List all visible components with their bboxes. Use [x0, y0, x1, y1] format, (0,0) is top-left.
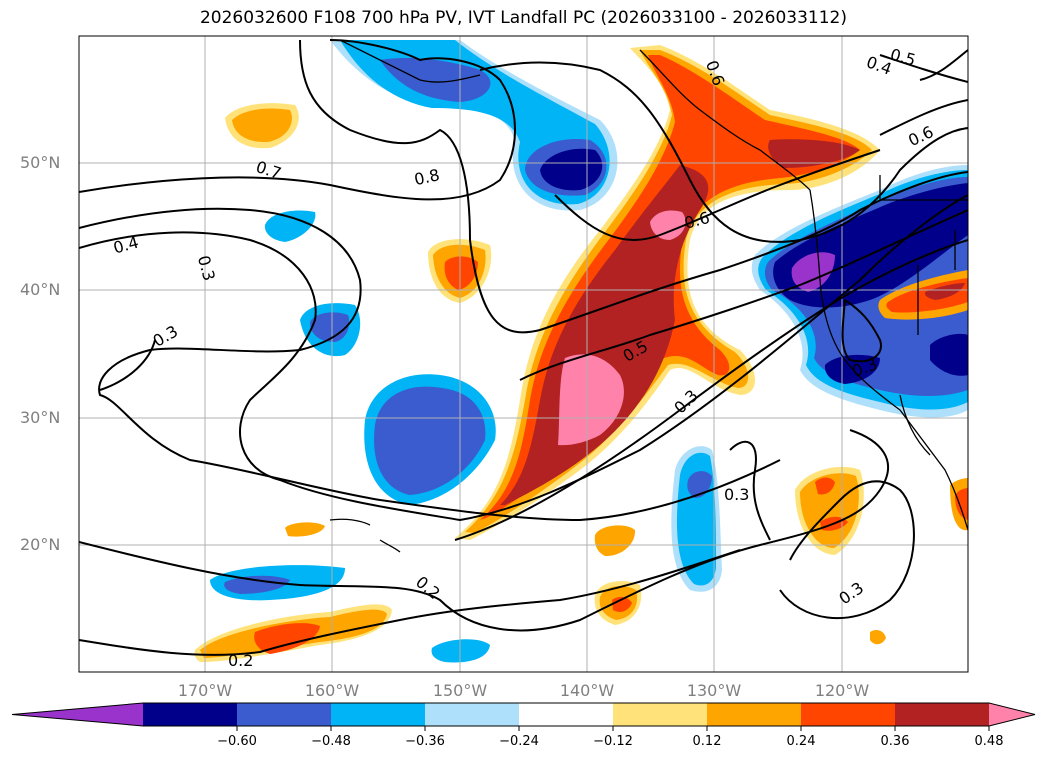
contour-line [479, 61, 968, 243]
contour-label: 0.2 [228, 651, 253, 670]
lon-label-160w: 160°W [304, 681, 360, 700]
colorbar-tick-label: 0.24 [786, 734, 816, 749]
coastline-hawaii [329, 518, 401, 553]
colorbar-segment [895, 703, 990, 726]
positive-patch-3-red [815, 477, 848, 531]
contour-line [919, 49, 968, 81]
colorbar-segment [707, 703, 802, 726]
east-trough-navy-3 [930, 333, 968, 376]
lat-label-20n: 20°N [20, 535, 61, 554]
positive-patch-1-core [232, 108, 292, 143]
contour-label: 0.3 [724, 485, 749, 504]
positive-patch-8 [285, 522, 325, 537]
positive-band-pink-2 [650, 210, 686, 240]
contour-label: 0.8 [412, 165, 441, 189]
colorbar-extend-max [989, 703, 1035, 726]
coastline-alaska [339, 39, 481, 83]
positive-patch-5 [594, 525, 636, 557]
colorbar-tick-label: 0.12 [692, 734, 722, 749]
contour-line [729, 440, 771, 541]
colorbar-segment [613, 703, 708, 726]
negative-blob-small-2 [264, 210, 316, 242]
colorbar-tick-label: −0.48 [311, 734, 351, 749]
negative-blob-mid-blue [374, 386, 486, 495]
contour-line [554, 149, 881, 241]
negative-blob-small-1-core [310, 312, 350, 342]
contour-line [841, 299, 882, 363]
contour-line [79, 429, 890, 632]
contour-line [79, 194, 968, 522]
contour-line [879, 99, 968, 136]
colorbar-tick-label: −0.60 [217, 734, 257, 749]
contour-line [79, 549, 741, 656]
inland-positive-darkred [924, 283, 965, 300]
colorbar-tick-label: −0.24 [499, 734, 539, 749]
contour-line [519, 209, 968, 381]
contour-line [79, 207, 781, 522]
positive-patch-9 [870, 630, 886, 645]
coastline-layer [329, 39, 968, 553]
filled-anomaly-layer [194, 40, 968, 663]
lon-label-150w: 150°W [432, 681, 488, 700]
colorbar-extend-min [12, 703, 143, 726]
colorbar-segment [331, 703, 426, 726]
negative-blob-south-1-core [224, 575, 290, 594]
east-trough-purple [791, 252, 835, 292]
positive-patch-7-red [955, 488, 968, 520]
contour-line [79, 39, 516, 201]
coastline-baja [899, 394, 931, 456]
lon-label-170w: 170°W [177, 681, 233, 700]
negative-blob-south-2 [431, 639, 490, 663]
contour-layer [79, 39, 968, 656]
contour-line [779, 480, 915, 620]
positive-patch-2-red [444, 256, 478, 290]
colorbar-tick-label: −0.36 [405, 734, 445, 749]
coastline-westcoast [809, 189, 968, 531]
colorbar-segment [519, 703, 614, 726]
contour-line [879, 54, 968, 83]
lon-label-120w: 120°W [814, 681, 870, 700]
positive-band-pink-1 [558, 354, 624, 446]
lat-label-50n: 50°N [20, 153, 61, 172]
colorbar-tick-label: 0.48 [974, 734, 1004, 749]
colorbar-segment [237, 703, 332, 726]
lon-label-130w: 130°W [686, 681, 742, 700]
colorbar-segment [143, 703, 238, 726]
graticule [79, 36, 968, 672]
colorbar-segment [801, 703, 896, 726]
colorbar [11, 702, 1036, 731]
positive-band-darkred [500, 165, 709, 505]
lon-label-140w: 140°W [559, 681, 615, 700]
positive-patch-6-red [254, 623, 320, 654]
lat-label-30n: 30°N [20, 408, 61, 427]
coastal-red-core [768, 139, 860, 168]
colorbar-outline [11, 702, 1036, 727]
contour-line [454, 239, 968, 541]
negative-blob-north-blue [380, 58, 491, 102]
map-frame [78, 35, 969, 673]
colorbar-tick-label: −0.12 [593, 734, 633, 749]
lat-label-40n: 40°N [20, 280, 61, 299]
colorbar-tick-label: 0.36 [880, 734, 910, 749]
colorbar-segment [425, 703, 520, 726]
coastline-state-borders [879, 175, 968, 335]
coastline-bc [639, 49, 811, 191]
contour-line [299, 39, 968, 334]
figure-title: 2026032600 F108 700 hPa PV, IVT Landfall… [199, 8, 847, 28]
contour-line [99, 339, 156, 391]
